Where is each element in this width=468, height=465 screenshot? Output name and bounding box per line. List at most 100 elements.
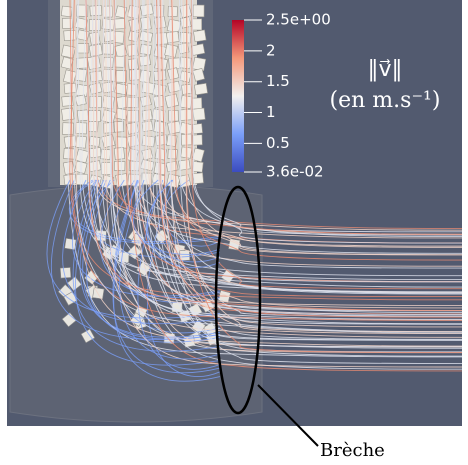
block xyxy=(192,4,205,18)
streamline xyxy=(95,0,463,320)
colorbar-label: 1 xyxy=(266,103,276,121)
streamline xyxy=(92,0,463,231)
block xyxy=(168,57,181,70)
streamlines xyxy=(46,0,463,382)
streamline xyxy=(158,0,463,269)
streamline xyxy=(94,0,463,229)
streamline xyxy=(169,0,463,283)
colorbar-label: 2 xyxy=(266,41,276,59)
streamline xyxy=(72,179,221,352)
block xyxy=(127,244,143,260)
streamline xyxy=(101,0,463,325)
streamline xyxy=(96,0,463,349)
streamline xyxy=(158,0,463,325)
streamline xyxy=(191,0,463,290)
block xyxy=(192,134,203,146)
streamline xyxy=(109,0,463,235)
block xyxy=(164,43,178,58)
streamline xyxy=(105,0,463,368)
streamline xyxy=(73,0,463,334)
block xyxy=(86,55,102,70)
colorbar-unit: (en m.s⁻¹) xyxy=(330,88,441,113)
colorbar-label: 0.5 xyxy=(266,134,290,152)
block xyxy=(167,120,182,135)
block xyxy=(75,122,88,135)
streamline xyxy=(127,0,463,306)
block xyxy=(192,172,204,185)
streamline xyxy=(139,0,463,267)
block xyxy=(193,82,208,96)
block xyxy=(63,29,77,41)
colorbar: 3.6e-02 2.5e+00 0.5 1 1.5 2 xyxy=(232,11,331,181)
streamline xyxy=(157,0,463,248)
block xyxy=(113,161,126,171)
streamline xyxy=(157,0,463,309)
streamline xyxy=(133,179,221,255)
block xyxy=(92,287,105,300)
streamline xyxy=(131,0,463,254)
block xyxy=(89,147,102,159)
streamline xyxy=(146,0,463,247)
annotation: Brèche xyxy=(320,440,385,461)
colorbar-label: 2.5e+00 xyxy=(266,11,331,29)
streamline xyxy=(112,179,221,374)
block xyxy=(102,5,113,18)
block xyxy=(75,135,87,149)
colorbar-gradient xyxy=(232,20,244,172)
block xyxy=(192,56,207,72)
block xyxy=(75,94,87,107)
streamline xyxy=(50,179,221,340)
streamline xyxy=(133,0,463,316)
streamline xyxy=(62,179,221,325)
streamline xyxy=(146,179,221,268)
streamline xyxy=(145,0,463,348)
block xyxy=(60,56,74,70)
streamline xyxy=(156,0,463,318)
block xyxy=(64,237,77,251)
block xyxy=(179,108,193,121)
colorbar-label: 1.5 xyxy=(266,72,290,90)
streamline xyxy=(154,0,463,340)
block xyxy=(192,107,206,121)
streamline xyxy=(90,179,221,258)
block xyxy=(101,18,116,31)
block xyxy=(192,67,205,82)
streamline xyxy=(72,179,221,297)
block xyxy=(61,44,76,59)
breach-ellipse xyxy=(214,185,262,415)
streamline xyxy=(182,0,463,333)
streamline xyxy=(113,179,221,382)
colorbar-label: 3.6e-02 xyxy=(266,163,324,181)
colorbar-title: ‖v⃗‖ xyxy=(367,57,402,82)
block xyxy=(84,269,99,285)
block xyxy=(190,43,206,56)
block xyxy=(114,18,126,30)
block xyxy=(139,30,154,43)
streamline xyxy=(75,179,221,366)
streamline xyxy=(159,0,463,298)
streamline xyxy=(134,0,463,370)
streamline xyxy=(89,0,463,314)
streamline xyxy=(157,0,463,312)
streamline xyxy=(86,179,221,343)
streamline xyxy=(119,179,221,360)
streamline xyxy=(109,0,463,294)
block xyxy=(75,83,89,97)
block xyxy=(89,96,102,108)
streamline xyxy=(170,0,463,334)
block xyxy=(192,161,204,173)
block xyxy=(113,147,126,160)
annotation-line xyxy=(257,384,319,447)
streamline xyxy=(186,0,463,353)
streamline xyxy=(162,0,463,353)
block xyxy=(63,147,76,160)
streamline xyxy=(140,0,463,293)
streamline xyxy=(79,179,221,338)
streamline xyxy=(96,0,463,338)
block xyxy=(192,123,203,135)
block xyxy=(61,17,73,29)
block xyxy=(80,328,96,344)
streamline xyxy=(114,179,221,334)
block xyxy=(193,29,207,43)
